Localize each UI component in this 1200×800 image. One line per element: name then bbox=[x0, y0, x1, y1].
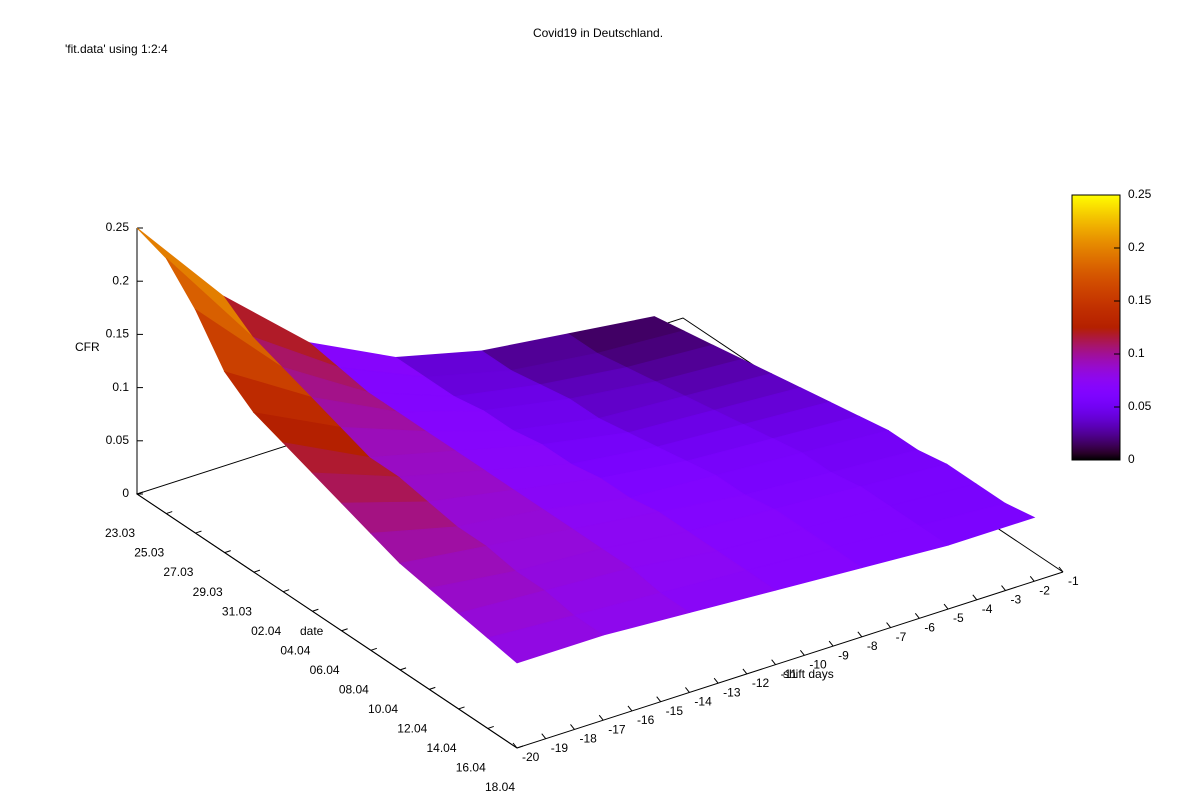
x-tick bbox=[341, 628, 348, 632]
x-tick-label: 29.03 bbox=[193, 585, 223, 599]
x-tick bbox=[370, 647, 378, 651]
y-tick bbox=[512, 742, 518, 749]
y-tick bbox=[914, 613, 920, 619]
y-tick-label: -4 bbox=[982, 602, 993, 616]
colorbar bbox=[1071, 194, 1121, 461]
chart-title: Covid19 in Deutschland. bbox=[533, 26, 663, 40]
colorbar-tick-label: 0 bbox=[1128, 452, 1135, 466]
y-tick-label: -1 bbox=[1068, 574, 1079, 588]
z-tick-label: 0.2 bbox=[112, 273, 129, 287]
y-tick bbox=[857, 631, 863, 638]
y-tick-label: -3 bbox=[1011, 593, 1022, 607]
y-tick-label: -16 bbox=[637, 713, 655, 727]
colorbar-tick-label: 0.05 bbox=[1128, 399, 1152, 413]
colorbar-tick-label: 0.1 bbox=[1128, 346, 1145, 360]
y-tick bbox=[742, 668, 748, 675]
z-tick-label: 0 bbox=[122, 486, 129, 500]
y-tick-label: -19 bbox=[551, 741, 569, 755]
y-tick bbox=[828, 640, 834, 647]
y-tick-label: -2 bbox=[1039, 583, 1050, 597]
colorbar-tick-label: 0.15 bbox=[1128, 293, 1152, 307]
x-tick bbox=[458, 706, 465, 710]
y-tick bbox=[656, 696, 662, 702]
y-tick bbox=[972, 594, 978, 601]
y-tick-label: -12 bbox=[752, 676, 770, 690]
x-tick-label: 06.04 bbox=[310, 663, 340, 677]
x-tick-label: 04.04 bbox=[280, 643, 310, 657]
y-tick bbox=[1058, 566, 1064, 573]
y-tick bbox=[1029, 575, 1035, 582]
x-axis-label: date bbox=[300, 624, 324, 638]
x-tick-label: 14.04 bbox=[427, 741, 457, 755]
y-axis-label: shift days bbox=[783, 667, 834, 681]
x-tick bbox=[429, 686, 436, 690]
y-tick-label: -5 bbox=[953, 611, 964, 625]
surface bbox=[136, 227, 1036, 664]
x-tick-label: 23.03 bbox=[105, 526, 135, 540]
y-tick-label: -20 bbox=[522, 750, 540, 764]
y-tick bbox=[570, 724, 575, 730]
x-tick-label: 31.03 bbox=[222, 604, 252, 618]
y-tick-label: -13 bbox=[723, 685, 741, 699]
x-tick-label: 18.04 bbox=[485, 780, 515, 794]
y-tick-label: -9 bbox=[838, 648, 849, 662]
y-tick bbox=[713, 677, 719, 684]
y-tick bbox=[771, 659, 777, 665]
x-tick-label: 27.03 bbox=[163, 565, 193, 579]
x-tick-label: 10.04 bbox=[368, 702, 398, 716]
x-tick-label: 12.04 bbox=[397, 722, 427, 736]
y-tick-label: -6 bbox=[924, 620, 935, 634]
z-tick-label: 0.1 bbox=[112, 380, 129, 394]
y-tick-label: -17 bbox=[608, 722, 626, 736]
y-tick-label: -7 bbox=[896, 630, 907, 644]
x-tick bbox=[166, 511, 173, 515]
z-tick-label: 0.05 bbox=[106, 433, 130, 447]
x-tick bbox=[224, 550, 231, 554]
x-tick bbox=[399, 667, 407, 671]
y-tick bbox=[541, 733, 547, 740]
y-tick-label: -15 bbox=[666, 704, 684, 718]
y-tick-label: -11 bbox=[781, 667, 798, 681]
z-tick-label: 0.15 bbox=[106, 327, 130, 341]
surface-cell bbox=[486, 615, 605, 664]
x-tick bbox=[195, 530, 202, 534]
colorbar-tick-label: 0.25 bbox=[1128, 187, 1152, 201]
x-tick-label: 16.04 bbox=[456, 761, 486, 775]
y-tick-label: -18 bbox=[579, 732, 597, 746]
x-tick bbox=[516, 745, 524, 749]
y-tick bbox=[799, 650, 805, 656]
x-tick bbox=[282, 589, 290, 593]
y-tick bbox=[943, 603, 949, 610]
y-tick bbox=[627, 705, 633, 712]
x-tick-label: 02.04 bbox=[251, 624, 281, 638]
z-tick-label: 0.25 bbox=[106, 220, 130, 234]
y-tick bbox=[886, 622, 891, 628]
y-tick-label: -10 bbox=[809, 658, 827, 672]
x-tick-label: 25.03 bbox=[134, 546, 164, 560]
y-tick-label: -14 bbox=[694, 695, 712, 709]
colorbar-tick-label: 0.2 bbox=[1128, 240, 1145, 254]
y-tick bbox=[685, 687, 690, 693]
y-tick bbox=[598, 714, 604, 721]
x-tick bbox=[136, 491, 144, 495]
z-axis-label: CFR bbox=[75, 340, 100, 354]
x-tick bbox=[253, 569, 261, 573]
x-tick-label: 08.04 bbox=[339, 682, 369, 696]
legend-label: 'fit.data' using 1:2:4 bbox=[65, 42, 168, 56]
x-tick bbox=[487, 725, 494, 729]
y-tick-label: -8 bbox=[867, 639, 878, 653]
y-tick bbox=[1001, 585, 1006, 591]
x-tick bbox=[312, 608, 319, 612]
